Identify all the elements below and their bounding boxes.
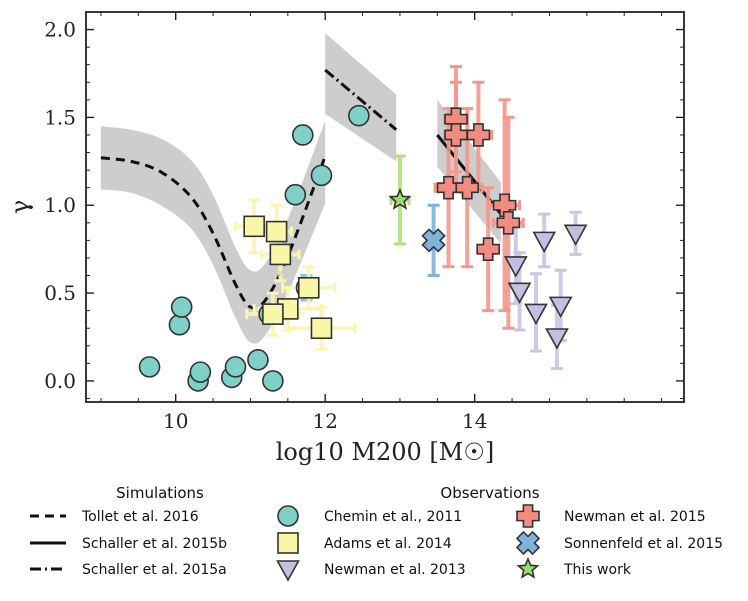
series-0-pt-0 [138, 356, 161, 378]
series-1-pt-1 [265, 220, 288, 243]
x-tick-label-1: 12 [312, 409, 337, 433]
x-tick-label-2: 14 [462, 409, 487, 433]
legend-marker-series-5 [516, 556, 540, 579]
series-0-pt-6 [224, 356, 247, 378]
y-tick-label-2: 1.0 [44, 193, 76, 217]
series-2-pt-2 [524, 303, 548, 326]
series-2-pt-5 [548, 296, 573, 319]
x-tick-label-0: 10 [163, 409, 188, 433]
series-3-pt-1 [444, 123, 468, 147]
series-0-pt-4 [189, 361, 212, 383]
legend-label-curve-0: Tollet et al. 2016 [81, 509, 199, 525]
series-0-pt-1 [168, 313, 191, 336]
series-2-pt-3 [532, 231, 557, 254]
y-tick-label-1: 0.5 [44, 281, 76, 305]
legend-label-series-3: Newman et al. 2015 [564, 509, 706, 525]
series-0-pt-2 [170, 296, 193, 318]
error-bars [234, 64, 582, 371]
legend-label-curve-2: Schaller et al. 2015a [82, 562, 227, 578]
x-axis-label: log10 M200 [M☉] [276, 438, 494, 466]
series-3-pt-2 [466, 123, 491, 147]
legend-heading-observations: Observations [440, 484, 539, 502]
y-tick-label-4: 2.0 [44, 18, 76, 42]
plot-frame [85, 11, 685, 403]
series-1-pt-5 [297, 277, 320, 299]
legend-label-series-4: Sonnenfeld et al. 2015 [564, 536, 723, 552]
series-1-pt-6 [310, 317, 333, 340]
series-1-pt-2 [269, 243, 292, 266]
legend-marker-series-3 [516, 504, 540, 528]
legend-label-series-2: Newman et al. 2013 [324, 562, 466, 578]
series-0-pt-7 [247, 349, 269, 371]
series-0-pt-14 [348, 104, 370, 127]
legend-marker-series-4 [515, 530, 541, 556]
series-2-pt-0 [503, 256, 528, 278]
legend-heading-simulations: Simulations [116, 484, 204, 502]
series-3-pt-4 [455, 175, 480, 200]
series-2-pt-6 [563, 224, 588, 247]
data-markers [138, 104, 588, 392]
series-1-pt-0 [243, 215, 265, 238]
legend-label-series-5: This work [563, 562, 632, 578]
y-tick-label-3: 1.5 [44, 105, 76, 129]
legend: Simulations Observations Tollet et al. 201… [30, 484, 723, 582]
series-2-pt-1 [507, 282, 532, 304]
series-1-pt-4 [262, 303, 284, 325]
series-0-pt-8 [262, 370, 284, 392]
series-5-pt-0 [388, 187, 412, 210]
series-4-pt-0 [421, 228, 446, 253]
y-tick-label-0: 0.0 [44, 369, 76, 393]
legend-label-series-1: Adams et al. 2014 [324, 536, 452, 552]
legend-label-curve-1: Schaller et al. 2015b [82, 536, 227, 552]
series-0-pt-11 [291, 124, 314, 146]
series-2-pt-4 [545, 328, 569, 350]
legend-label-series-0: Chemin et al., 2011 [324, 509, 462, 525]
band-curve-2 [325, 33, 397, 162]
series-3-pt-6 [496, 211, 521, 235]
legend-marker-series-2 [276, 560, 300, 582]
series-0-pt-13 [310, 164, 333, 187]
series-3-pt-7 [476, 237, 500, 261]
legend-marker-series-0 [277, 505, 299, 527]
series-0-pt-10 [284, 183, 307, 206]
curve-2 [324, 68, 398, 131]
series-3-pt-3 [436, 175, 461, 200]
legend-marker-series-1 [277, 532, 299, 554]
curve-0 [100, 155, 327, 310]
axes: 10 12 14 0.0 0.5 1.0 1.5 2.0 log10 M200 [M☉] γ [6, 11, 685, 466]
y-axis-label: γ [6, 200, 34, 214]
